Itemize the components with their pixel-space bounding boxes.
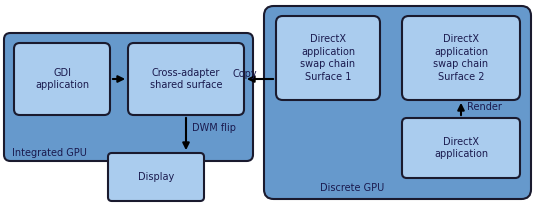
Text: Cross-adapter
shared surface: Cross-adapter shared surface	[150, 68, 222, 90]
FancyBboxPatch shape	[4, 33, 253, 161]
Text: DirectX
application: DirectX application	[434, 137, 488, 159]
FancyBboxPatch shape	[276, 16, 380, 100]
FancyBboxPatch shape	[264, 6, 531, 199]
Text: DWM flip: DWM flip	[192, 123, 236, 133]
Text: Render: Render	[467, 102, 502, 112]
Text: Copy: Copy	[233, 69, 257, 79]
FancyBboxPatch shape	[402, 118, 520, 178]
Text: DirectX
application
swap chain
Surface 2: DirectX application swap chain Surface 2	[434, 34, 488, 82]
Text: DirectX
application
swap chain
Surface 1: DirectX application swap chain Surface 1	[301, 34, 355, 82]
FancyBboxPatch shape	[128, 43, 244, 115]
Text: GDI
application: GDI application	[35, 68, 89, 90]
Text: Integrated GPU: Integrated GPU	[12, 148, 87, 158]
Text: Discrete GPU: Discrete GPU	[320, 183, 384, 193]
FancyBboxPatch shape	[14, 43, 110, 115]
Text: Display: Display	[138, 172, 174, 182]
FancyBboxPatch shape	[402, 16, 520, 100]
FancyBboxPatch shape	[108, 153, 204, 201]
